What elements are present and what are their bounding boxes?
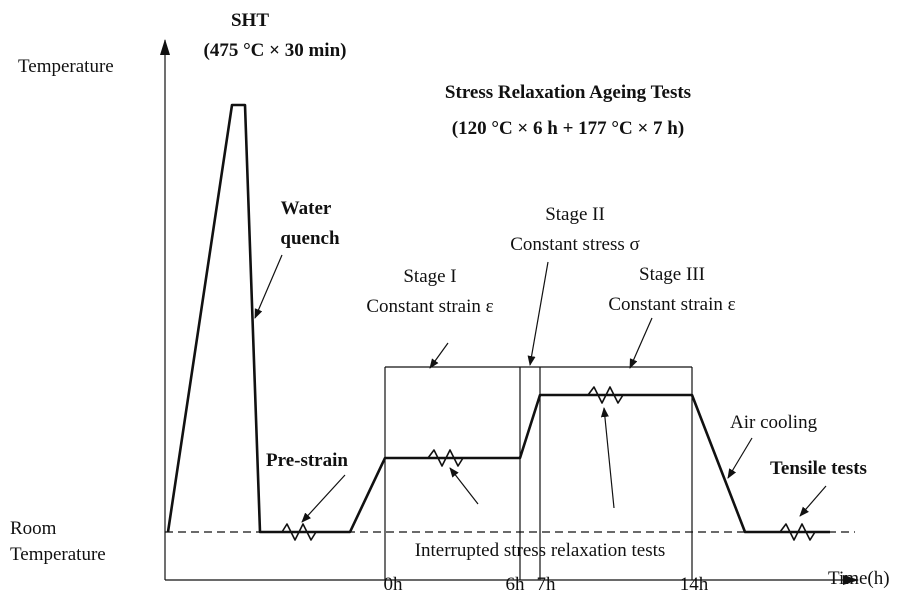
stage-name: Stage III — [639, 264, 705, 285]
sht-label: (475 °C × 30 min) — [204, 40, 347, 61]
room-label: Room — [10, 518, 57, 539]
zigzag — [281, 523, 317, 541]
time-tick: 7h — [537, 574, 557, 595]
title: Stress Relaxation Ageing Tests — [445, 82, 691, 103]
water-quench: quench — [280, 228, 340, 249]
zigzag — [427, 449, 464, 467]
arrow — [254, 254, 283, 319]
room-label: Temperature — [10, 544, 106, 565]
axes — [160, 39, 859, 585]
interrupted-label: Interrupted stress relaxation tests — [415, 540, 666, 561]
x-label: Time(h) — [828, 568, 890, 589]
zigzags — [281, 386, 816, 541]
time-tick: 0h — [384, 574, 404, 595]
stage-desc: Constant strain ε — [366, 296, 493, 317]
arrow — [629, 317, 653, 369]
stage-name: Stage I — [403, 266, 456, 287]
arrow — [727, 437, 753, 479]
arrow — [600, 407, 615, 509]
time-tick: 6h — [506, 574, 526, 595]
water-quench: Water — [281, 198, 332, 219]
stage-desc: Constant stress σ — [510, 234, 640, 255]
arrow — [429, 342, 449, 369]
stage-desc: Constant strain ε — [608, 294, 735, 315]
sht-label: SHT — [231, 10, 269, 31]
pre-strain: Pre-strain — [266, 450, 348, 471]
title: (120 °C × 6 h + 177 °C × 7 h) — [452, 118, 684, 139]
air-cooling: Air cooling — [730, 412, 818, 433]
arrow — [527, 261, 549, 366]
zigzag — [587, 386, 624, 404]
arrow — [301, 474, 346, 523]
arrow — [799, 485, 827, 517]
arrows — [254, 254, 827, 523]
tensile-tests: Tensile tests — [770, 458, 867, 479]
time-tick: 14h — [680, 574, 709, 595]
arrow — [449, 467, 479, 505]
y-label: Temperature — [18, 56, 114, 77]
zigzag — [779, 523, 816, 541]
stage-name: Stage II — [545, 204, 605, 225]
